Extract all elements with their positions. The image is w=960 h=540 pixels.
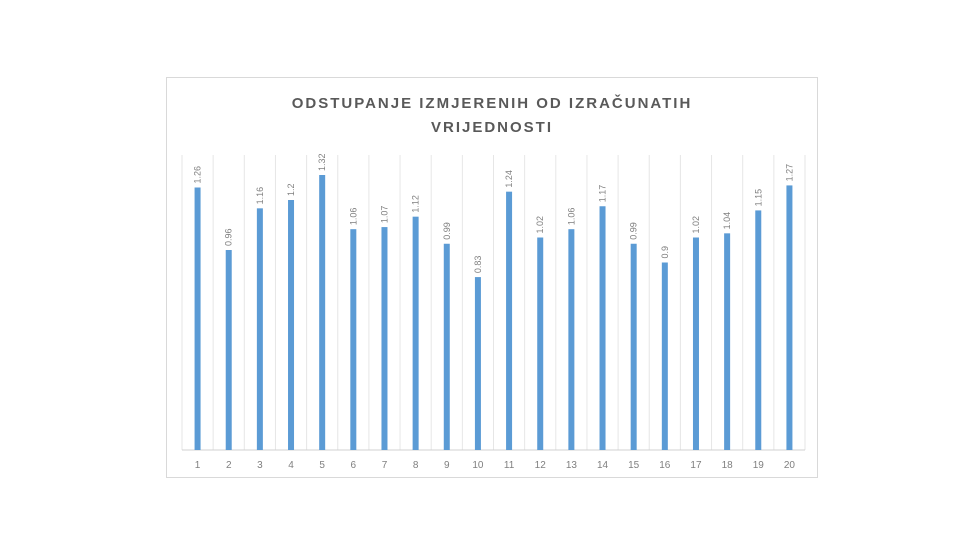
data-label: 0.9 (660, 246, 670, 259)
x-tick-label: 18 (722, 460, 734, 471)
bar (288, 200, 295, 450)
data-label: 0.99 (442, 222, 452, 240)
x-tick-label: 20 (784, 460, 796, 471)
chart-title: ODSTUPANJE IZMJERENIH OD IZRAČUNATIH VRI… (167, 92, 817, 140)
data-label: 1.2 (286, 183, 296, 196)
bar (412, 216, 419, 450)
x-tick-label: 16 (659, 460, 671, 471)
chart-title-line-1: ODSTUPANJE IZMJERENIH OD IZRAČUNATIH (291, 95, 693, 112)
bar (630, 243, 637, 450)
x-tick-label: 4 (288, 460, 294, 471)
bar (443, 243, 450, 450)
bar (568, 229, 575, 450)
chart-title-line-2: VRIJEDNOSTI (430, 119, 554, 136)
x-tick-label: 7 (382, 460, 388, 471)
data-label: 1.06 (348, 208, 358, 226)
x-tick-label: 19 (753, 460, 765, 471)
x-tick-label: 8 (413, 460, 419, 471)
bar (474, 277, 481, 450)
data-label: 0.99 (629, 222, 639, 240)
bar (755, 210, 762, 450)
data-label: 1.26 (193, 166, 203, 184)
data-label: 1.27 (784, 164, 794, 182)
x-tick-label: 14 (597, 460, 609, 471)
x-tick-label: 3 (257, 460, 263, 471)
data-label: 1.04 (722, 212, 732, 230)
data-label: 0.96 (224, 228, 234, 246)
bar (692, 237, 699, 450)
data-label: 1.02 (535, 216, 545, 234)
bar (350, 229, 357, 450)
bar (194, 187, 201, 450)
x-tick-label: 2 (226, 460, 232, 471)
data-label: 0.83 (473, 256, 483, 274)
x-tick-label: 1 (195, 460, 201, 471)
bar (724, 233, 731, 450)
data-label: 1.17 (598, 185, 608, 203)
bar (786, 185, 793, 450)
x-tick-label: 13 (566, 460, 578, 471)
bar (506, 191, 513, 450)
bar (661, 262, 668, 450)
bar (256, 208, 263, 450)
bar (599, 206, 606, 450)
x-tick-label: 15 (628, 460, 640, 471)
x-tick-label: 5 (319, 460, 325, 471)
data-label: 1.32 (317, 153, 327, 171)
x-tick-label: 10 (472, 460, 484, 471)
chart-frame: ODSTUPANJE IZMJERENIH OD IZRAČUNATIH VRI… (166, 77, 818, 478)
x-tick-label: 9 (444, 460, 450, 471)
bar-chart: 1.2610.9621.1631.241.3251.0661.0771.1280… (181, 153, 806, 471)
bar (381, 227, 388, 450)
bar (319, 175, 326, 450)
data-label: 1.15 (753, 189, 763, 207)
data-label: 1.07 (379, 206, 389, 224)
bar (225, 250, 232, 450)
x-tick-label: 11 (504, 460, 515, 471)
x-tick-label: 17 (690, 460, 702, 471)
x-tick-label: 12 (535, 460, 547, 471)
data-label: 1.02 (691, 216, 701, 234)
bar (537, 237, 544, 450)
x-tick-label: 6 (351, 460, 357, 471)
data-label: 1.24 (504, 170, 514, 188)
data-label: 1.16 (255, 187, 265, 205)
data-label: 1.12 (411, 195, 421, 213)
data-label: 1.06 (566, 208, 576, 226)
